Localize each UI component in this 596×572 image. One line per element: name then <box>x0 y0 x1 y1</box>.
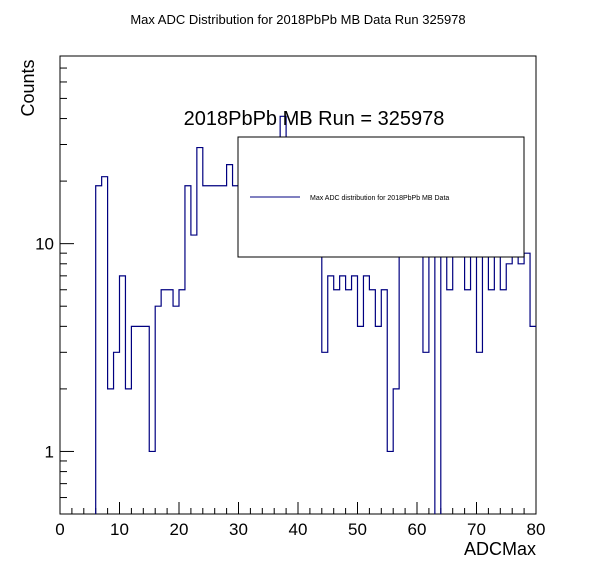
chart-title: Max ADC Distribution for 2018PbPb MB Dat… <box>130 12 465 27</box>
x-tick-label: 60 <box>408 520 427 539</box>
plot-area: 0 10 20 30 40 50 60 70 80 1 10 <box>35 55 546 539</box>
x-tick-label: 0 <box>55 520 64 539</box>
run-annotation: 2018PbPb MB Run = 325978 <box>184 108 445 130</box>
legend: Max ADC distribution for 2018PbPb MB Dat… <box>237 136 525 258</box>
y-tick-label: 1 <box>45 442 54 461</box>
x-tick-label: 40 <box>289 520 308 539</box>
legend-entry-label: Max ADC distribution for 2018PbPb MB Dat… <box>310 195 449 202</box>
y-tick-label: 10 <box>35 235 54 254</box>
x-tick-label: 10 <box>110 520 129 539</box>
y-axis-label: Counts <box>18 59 38 116</box>
x-tick-label: 30 <box>229 520 248 539</box>
x-tick-label: 20 <box>170 520 189 539</box>
x-tick-label: 80 <box>527 520 546 539</box>
x-tick-label: 70 <box>467 520 486 539</box>
x-tick-label: 50 <box>348 520 367 539</box>
x-axis-label: ADCMax <box>464 539 536 559</box>
